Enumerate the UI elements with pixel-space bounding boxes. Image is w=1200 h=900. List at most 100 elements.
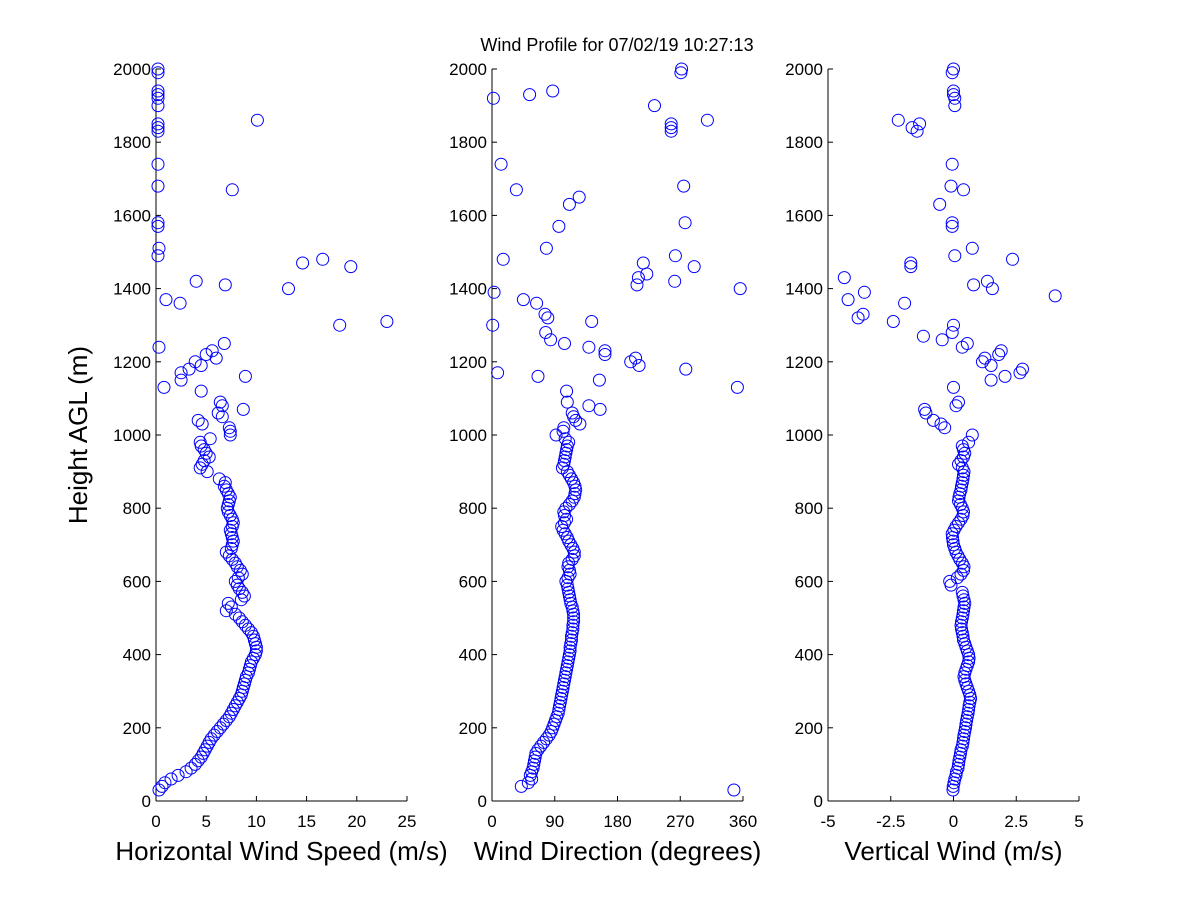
vertical-data-point xyxy=(916,329,930,343)
speed-data-point xyxy=(202,450,216,464)
speed-data-point xyxy=(380,315,394,328)
speed-y-tick-label: 2000 xyxy=(113,60,151,79)
direction-data-point xyxy=(664,117,678,131)
vertical-data-point xyxy=(962,703,976,716)
vertical-data-point xyxy=(951,761,965,775)
speed-data-point xyxy=(151,91,165,105)
vertical-data-point xyxy=(905,121,919,135)
speed-data-point xyxy=(224,600,238,614)
vertical-data-point xyxy=(965,428,979,442)
speed-data-point xyxy=(216,717,230,731)
speed-data-point xyxy=(215,410,229,424)
vertical-data-point xyxy=(851,311,865,325)
speed-data-point xyxy=(238,618,252,632)
direction-data-point xyxy=(514,779,528,793)
direction-data-point xyxy=(486,91,500,105)
direction-data-point xyxy=(733,282,747,296)
speed-data-point xyxy=(155,779,169,793)
speed-data-point xyxy=(226,703,240,716)
vertical-y-tick-label: 1600 xyxy=(785,206,823,225)
speed-data-point xyxy=(191,754,205,768)
direction-data-point xyxy=(559,501,573,515)
direction-data-point xyxy=(565,552,579,566)
direction-data-point xyxy=(523,88,537,102)
speed-y-tick-label: 800 xyxy=(123,499,151,518)
vertical-data-point xyxy=(945,219,959,233)
speed-data-point xyxy=(222,549,236,563)
speed-data-point xyxy=(158,776,172,790)
vertical-data-point xyxy=(938,421,952,435)
direction-data-point xyxy=(558,516,571,530)
speed-data-point xyxy=(196,746,210,760)
direction-x-tick-label: 270 xyxy=(666,812,694,831)
vertical-panel: -5 -2.5 0 2.5 5 0 200 400 600 800 1000 1200 1400 1600… xyxy=(785,60,1084,866)
vertical-data-point xyxy=(948,99,962,113)
vertical-data-point xyxy=(967,278,981,292)
direction-data-point xyxy=(592,373,606,387)
vertical-y-tick-label: 0 xyxy=(814,792,823,811)
direction-data-point xyxy=(562,498,576,511)
direction-data-point xyxy=(567,615,581,629)
speed-data-point xyxy=(188,355,202,369)
vertical-data-point xyxy=(837,271,851,285)
speed-data-point xyxy=(238,369,252,383)
vertical-y-tick-label: 600 xyxy=(795,572,823,591)
direction-data-point xyxy=(582,399,596,413)
direction-data-point xyxy=(558,527,572,541)
speed-data-point xyxy=(225,183,239,197)
direction-y-tick-label: 1800 xyxy=(449,133,487,152)
speed-data-point xyxy=(151,84,165,98)
direction-data-point xyxy=(491,366,505,380)
vertical-x-tick-label: 0 xyxy=(949,812,958,831)
direction-data-point xyxy=(552,219,566,233)
speed-data-point xyxy=(204,732,218,746)
vertical-data-point xyxy=(856,307,870,321)
speed-data-point xyxy=(237,589,251,603)
vertical-y-tick-label: 1200 xyxy=(785,353,823,372)
speed-data-point xyxy=(316,252,330,266)
vertical-data-point xyxy=(957,732,970,746)
vertical-data-point xyxy=(978,351,992,365)
speed-data-point xyxy=(222,710,236,724)
speed-data-point xyxy=(250,113,264,127)
direction-data-point xyxy=(569,413,583,427)
speed-data-point xyxy=(193,461,207,475)
direction-data-point xyxy=(560,512,574,526)
speed-data-point xyxy=(174,373,188,387)
vertical-data-point xyxy=(955,556,969,570)
speed-data-point xyxy=(235,615,249,629)
vertical-data-point xyxy=(898,296,912,310)
direction-data-point xyxy=(496,252,510,266)
direction-data-point xyxy=(664,121,678,135)
speed-data-point xyxy=(223,490,237,504)
vertical-data-point xyxy=(955,439,969,453)
direction-y-tick-label: 400 xyxy=(459,646,487,665)
vertical-x-tick-label: 2.5 xyxy=(1004,812,1028,831)
direction-data-point xyxy=(565,472,578,486)
vertical-data-point xyxy=(975,355,989,369)
direction-data-point xyxy=(624,355,638,369)
direction-data-point xyxy=(675,62,689,76)
speed-data-point xyxy=(194,384,208,398)
speed-data-point xyxy=(152,783,166,797)
direction-data-point xyxy=(560,395,574,409)
vertical-data-point xyxy=(1006,252,1019,266)
speed-data-point xyxy=(152,241,166,255)
speed-data-point xyxy=(210,725,224,738)
vertical-data-point xyxy=(957,183,970,197)
direction-data-point xyxy=(727,783,741,797)
speed-data-point xyxy=(233,563,247,577)
speed-data-point xyxy=(151,179,165,193)
vertical-data-point xyxy=(947,318,960,332)
speed-data-point xyxy=(213,721,227,735)
speed-data-point xyxy=(209,351,223,365)
direction-data-point xyxy=(558,337,571,350)
speed-data-point xyxy=(213,395,227,409)
speed-data-point xyxy=(200,739,214,753)
vertical-data-point xyxy=(954,483,968,497)
direction-data-point xyxy=(648,99,661,113)
speed-data-point xyxy=(174,366,188,380)
speed-data-point xyxy=(246,629,260,643)
direction-data-point xyxy=(582,340,596,354)
speed-data-point xyxy=(234,593,248,607)
